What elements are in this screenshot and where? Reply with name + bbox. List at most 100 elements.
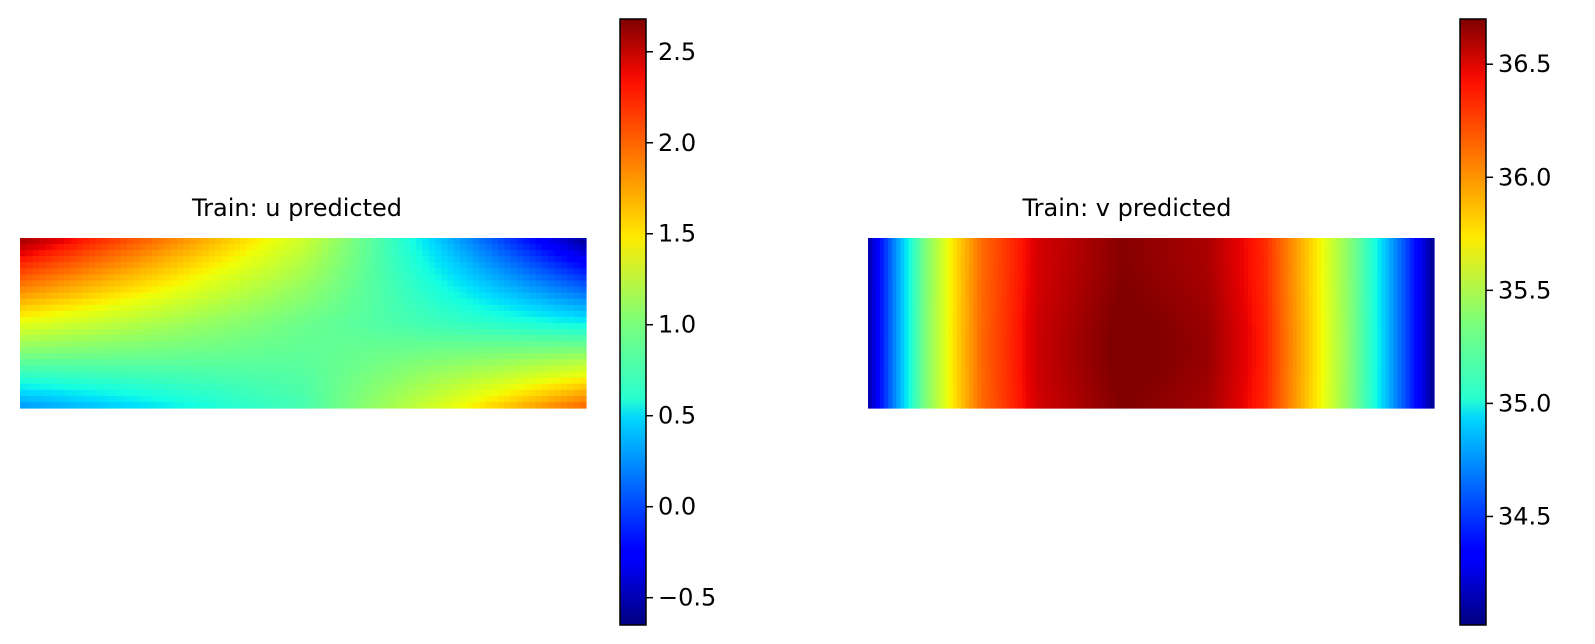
heatmap-cell — [1288, 280, 1294, 290]
heatmap-cell — [164, 383, 172, 391]
heatmap-cell — [422, 286, 430, 294]
heatmap-cell — [892, 357, 897, 367]
heatmap-cell — [900, 331, 905, 341]
heatmap-cell — [908, 331, 914, 341]
heatmap-cell — [1409, 255, 1415, 265]
heatmap-cell — [960, 263, 966, 273]
heatmap-cell — [378, 274, 386, 282]
heatmap-cell — [896, 246, 901, 256]
heatmap-cell — [1074, 357, 1079, 367]
heatmap-cell — [1122, 255, 1128, 265]
heatmap-cell — [227, 335, 235, 342]
heatmap-cell — [1122, 374, 1128, 384]
heatmap-cell — [409, 304, 417, 312]
heatmap-cell — [265, 316, 273, 324]
heatmap-cell — [152, 395, 159, 403]
heatmap-cell — [497, 401, 505, 409]
heatmap-cell — [485, 304, 493, 312]
heatmap-cell — [183, 401, 191, 409]
heatmap-cell — [95, 341, 103, 348]
heatmap-cell — [1409, 374, 1415, 384]
heatmap-cell — [1248, 306, 1253, 316]
heatmap-cell — [1308, 357, 1314, 367]
heatmap-cell — [989, 323, 994, 333]
heatmap-cell — [1413, 314, 1419, 324]
heatmap-cell — [221, 244, 229, 251]
heatmap-cell — [1397, 357, 1403, 367]
heatmap-cell — [529, 335, 537, 342]
heatmap-cell — [1126, 255, 1132, 265]
heatmap-cell — [265, 274, 273, 282]
heatmap-cell — [912, 323, 918, 333]
heatmap-cell — [271, 262, 279, 269]
heatmap-cell — [177, 371, 185, 379]
heatmap-cell — [1086, 314, 1091, 324]
heatmap-cell — [384, 292, 392, 300]
heatmap-cell — [554, 377, 562, 385]
heatmap-cell — [1401, 246, 1407, 256]
heatmap-cell — [541, 395, 549, 403]
heatmap-cell — [516, 383, 524, 391]
heatmap-cell — [908, 365, 914, 375]
heatmap-cell — [993, 306, 998, 316]
heatmap-cell — [233, 383, 241, 391]
heatmap-cell — [1429, 289, 1435, 299]
heatmap-cell — [1094, 306, 1100, 316]
heatmap-cell — [183, 286, 191, 294]
heatmap-cell — [1053, 323, 1059, 333]
heatmap-cell — [51, 359, 59, 367]
heatmap-cell — [1361, 238, 1366, 248]
heatmap-cell — [1219, 280, 1225, 290]
heatmap-cell — [303, 371, 310, 379]
heatmap-cell — [936, 297, 942, 307]
heatmap-cell — [1041, 246, 1047, 256]
heatmap-cell — [70, 383, 78, 391]
heatmap-cell — [560, 256, 568, 263]
heatmap-cell — [952, 382, 958, 392]
heatmap-cell — [1134, 289, 1140, 299]
heatmap-cell — [64, 280, 71, 288]
heatmap-cell — [95, 244, 103, 251]
heatmap-cell — [246, 365, 254, 373]
heatmap-cell — [1377, 340, 1383, 350]
heatmap-cell — [120, 304, 128, 312]
heatmap-cell — [233, 389, 241, 397]
heatmap-cell — [447, 371, 455, 379]
heatmap-cell — [334, 250, 342, 257]
heatmap-cell — [1288, 323, 1294, 333]
heatmap-cell — [1082, 263, 1087, 273]
heatmap-cell — [189, 371, 197, 379]
heatmap-cell — [1264, 348, 1269, 358]
heatmap-cell — [888, 314, 893, 324]
heatmap-cell — [900, 289, 905, 299]
heatmap-cell — [126, 383, 134, 391]
heatmap-cell — [973, 246, 978, 256]
heatmap-cell — [977, 374, 982, 384]
heatmap-cell — [936, 357, 942, 367]
heatmap-cell — [258, 280, 266, 288]
heatmap-cell — [573, 335, 581, 342]
heatmap-cell — [1385, 272, 1391, 282]
heatmap-cell — [1053, 314, 1059, 324]
heatmap-cell — [214, 238, 222, 245]
heatmap-cell — [89, 286, 97, 294]
heatmap-cell — [956, 297, 962, 307]
heatmap-cell — [912, 374, 918, 384]
heatmap-cell — [1025, 357, 1031, 367]
heatmap-cell — [183, 323, 191, 330]
heatmap-cell — [479, 323, 486, 330]
heatmap-cell — [1308, 348, 1314, 358]
heatmap-cell — [315, 365, 323, 373]
heatmap-cell — [271, 310, 279, 318]
heatmap-cell — [504, 292, 512, 300]
heatmap-cell — [447, 238, 455, 245]
heatmap-cell — [504, 238, 512, 245]
heatmap-cell — [1227, 314, 1233, 324]
heatmap-cell — [948, 289, 954, 299]
heatmap-cell — [1142, 263, 1148, 273]
heatmap-cell — [208, 250, 216, 257]
heatmap-cell — [365, 316, 373, 324]
heatmap-cell — [177, 383, 185, 391]
heatmap-cell — [271, 292, 279, 300]
heatmap-cell — [491, 401, 499, 409]
